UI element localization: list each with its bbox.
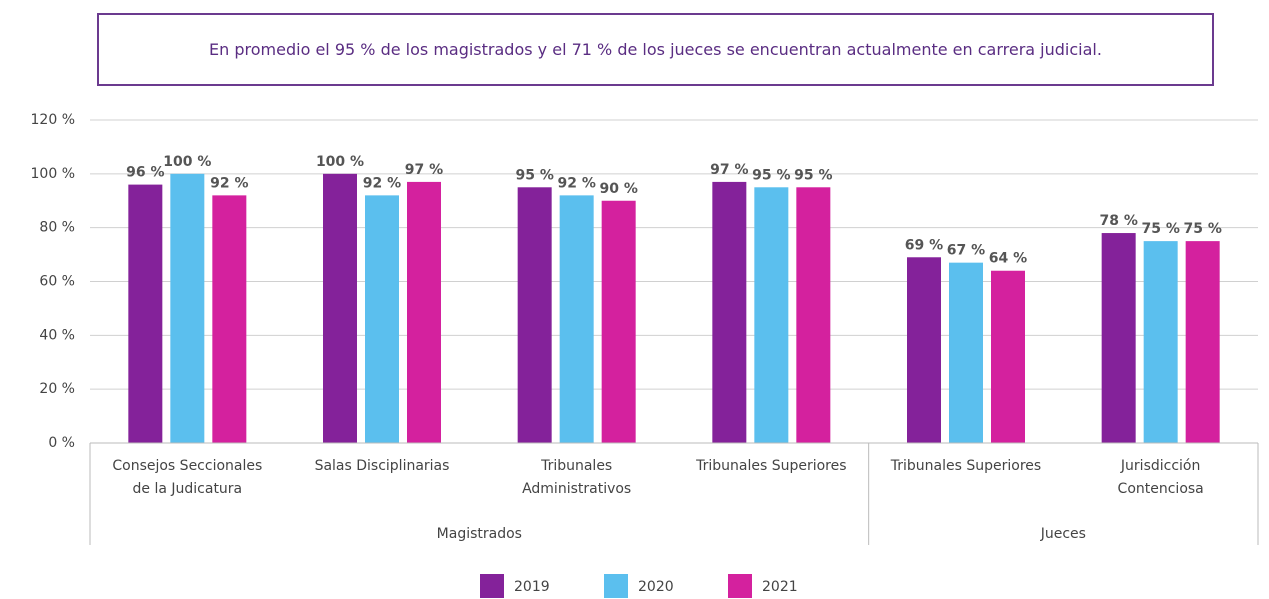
value-label: 92 % bbox=[210, 175, 248, 191]
value-label: 97 % bbox=[405, 162, 443, 178]
bar bbox=[712, 181, 747, 444]
bar bbox=[754, 187, 789, 443]
y-tick-label: 120 % bbox=[31, 112, 75, 128]
value-label: 67 % bbox=[947, 243, 985, 259]
bar bbox=[991, 270, 1025, 443]
bar bbox=[559, 195, 594, 443]
x-tick-label: Tribunales Superiores bbox=[696, 458, 847, 474]
group-label: Magistrados bbox=[437, 526, 522, 542]
value-label: 96 % bbox=[126, 165, 164, 181]
bar bbox=[949, 262, 983, 443]
value-label: 97 % bbox=[710, 162, 748, 178]
bar bbox=[1101, 233, 1136, 443]
value-label: 75 % bbox=[1183, 221, 1221, 237]
bar bbox=[365, 195, 399, 443]
x-tick-label: Tribunales Administrativos bbox=[522, 458, 632, 497]
x-tick-label: Tribunales Superiores bbox=[890, 458, 1042, 474]
bar bbox=[1185, 241, 1220, 443]
legend-label: 2021 bbox=[762, 579, 798, 595]
bar bbox=[170, 173, 205, 444]
x-tick-label: Consejos Seccionales de la Judicatura bbox=[112, 458, 263, 497]
legend-swatch bbox=[604, 574, 628, 598]
value-label: 100 % bbox=[316, 154, 364, 170]
value-label: 92 % bbox=[557, 175, 595, 191]
x-tick-label: Jurisdicción Contenciosa bbox=[1117, 458, 1204, 497]
bar bbox=[601, 200, 636, 443]
y-tick-label: 80 % bbox=[39, 220, 75, 236]
chart-title: En promedio el 95 % de los magistrados y… bbox=[97, 13, 1214, 86]
y-tick-label: 40 % bbox=[39, 327, 75, 343]
value-label: 64 % bbox=[989, 251, 1027, 267]
value-label: 75 % bbox=[1141, 221, 1179, 237]
y-tick-label: 100 % bbox=[31, 166, 75, 182]
bar bbox=[212, 195, 247, 443]
y-tick-label: 0 % bbox=[48, 435, 75, 451]
bar bbox=[1143, 241, 1178, 443]
legend-swatch bbox=[728, 574, 752, 598]
y-tick-label: 20 % bbox=[39, 381, 75, 397]
value-label: 95 % bbox=[515, 167, 553, 183]
legend-label: 2019 bbox=[514, 579, 550, 595]
bar bbox=[323, 173, 357, 444]
legend-label: 2020 bbox=[638, 579, 674, 595]
y-tick-label: 60 % bbox=[39, 274, 75, 290]
value-label: 100 % bbox=[163, 154, 211, 170]
value-label: 95 % bbox=[752, 167, 790, 183]
value-label: 78 % bbox=[1099, 213, 1137, 229]
x-tick-label: Salas Disciplinarias bbox=[314, 458, 450, 474]
value-label: 92 % bbox=[363, 175, 401, 191]
bar bbox=[796, 187, 831, 443]
bar bbox=[517, 187, 552, 443]
bar bbox=[128, 184, 163, 443]
bar bbox=[407, 181, 441, 444]
bar bbox=[907, 257, 941, 443]
legend-swatch bbox=[480, 574, 504, 598]
value-label: 90 % bbox=[599, 181, 637, 197]
value-label: 95 % bbox=[794, 167, 832, 183]
group-label: Jueces bbox=[1040, 526, 1086, 542]
value-label: 69 % bbox=[905, 237, 943, 253]
